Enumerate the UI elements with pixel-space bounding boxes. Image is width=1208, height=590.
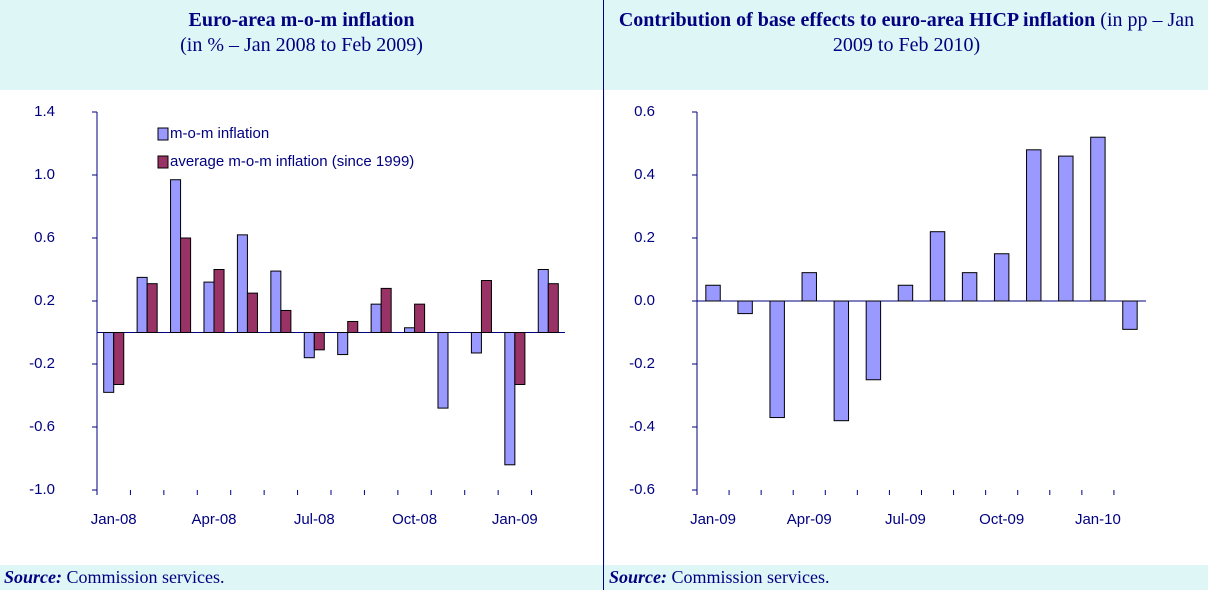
bar bbox=[303, 332, 315, 359]
bar bbox=[961, 272, 978, 302]
bar bbox=[897, 284, 914, 302]
bar bbox=[136, 276, 148, 333]
source-text: Commission services. bbox=[671, 567, 830, 587]
x-tick-label: Jan-09 bbox=[492, 511, 538, 528]
y-tick-label: -1.0 bbox=[29, 481, 55, 498]
bar bbox=[929, 231, 946, 302]
x-tick-label: Oct-08 bbox=[392, 511, 437, 528]
bar bbox=[270, 270, 282, 333]
x-tick-label: Jan-09 bbox=[690, 511, 736, 528]
y-tick-label: 1.0 bbox=[34, 166, 55, 183]
y-tick-label: 0.6 bbox=[634, 103, 655, 120]
bar bbox=[203, 281, 215, 334]
bar bbox=[404, 327, 416, 333]
x-tick-label: Jan-08 bbox=[91, 511, 137, 528]
x-tick-label: Jul-08 bbox=[294, 511, 335, 528]
chart: -0.6 -0.4 -0.2 0.0 0.2 0.4 0.6 Jan-09 Apr-09 Jul-… bbox=[605, 90, 1208, 565]
source-label: Source: bbox=[609, 567, 667, 587]
bar bbox=[537, 269, 549, 333]
bar bbox=[146, 283, 158, 334]
bar bbox=[801, 272, 817, 302]
bar bbox=[380, 287, 392, 333]
y-tick-label: -0.4 bbox=[629, 418, 655, 435]
chart: -1.0 -0.6 -0.2 0.2 0.6 1.0 1.4 Jan-08 Apr-08 Jul-… bbox=[0, 90, 603, 565]
bar bbox=[514, 332, 526, 385]
bar bbox=[865, 300, 882, 381]
chart-title: Euro-area m-o-m inflation bbox=[188, 9, 415, 31]
bar bbox=[1026, 149, 1042, 302]
y-tick-label: -0.6 bbox=[629, 481, 655, 498]
bar bbox=[1090, 136, 1106, 302]
bar bbox=[547, 283, 559, 334]
legend-swatch bbox=[157, 127, 169, 141]
chart-title: Contribution of base effects to euro-are… bbox=[618, 9, 1096, 31]
bar bbox=[347, 320, 359, 334]
y-tick-label: 0.6 bbox=[34, 229, 55, 246]
y-tick-label: 0.0 bbox=[634, 292, 655, 309]
subtitle: (in pp – Jan 2009 to Feb 2010) bbox=[832, 9, 1195, 56]
legend-label: m-o-m inflation bbox=[170, 125, 269, 142]
y-tick-label: -0.2 bbox=[629, 355, 655, 372]
bar bbox=[246, 292, 258, 333]
x-tick-label: Jul-09 bbox=[885, 511, 926, 528]
bar bbox=[313, 332, 325, 351]
bar bbox=[705, 284, 721, 302]
source-text: Commission services. bbox=[66, 567, 225, 587]
title-block: Contribution of base effects to euro-are… bbox=[615, 8, 1198, 58]
bar bbox=[504, 332, 516, 466]
bar bbox=[1122, 300, 1138, 330]
legend-label: average m-o-m inflation (since 1999) bbox=[170, 153, 414, 170]
bar bbox=[437, 332, 449, 409]
x-tick-label: Apr-08 bbox=[191, 511, 236, 528]
bar bbox=[769, 300, 785, 419]
x-tick-label: Apr-09 bbox=[787, 511, 832, 528]
y-tick-label: -0.2 bbox=[29, 355, 55, 372]
bar bbox=[213, 269, 225, 333]
source: Source: Commission services. bbox=[609, 567, 830, 588]
panel: Euro-area m-o-m inflation (in % – Jan 200… bbox=[0, 0, 603, 590]
divider bbox=[603, 0, 604, 590]
bar bbox=[113, 332, 125, 385]
legend-swatch bbox=[157, 155, 169, 169]
bar bbox=[280, 309, 292, 333]
bar bbox=[833, 300, 850, 422]
subtitle: (in % – Jan 2008 to Feb 2009) bbox=[180, 34, 423, 56]
bar bbox=[180, 237, 192, 333]
bar bbox=[170, 179, 182, 333]
bar bbox=[480, 280, 492, 333]
source-label: Source: bbox=[4, 567, 62, 587]
bar bbox=[470, 332, 482, 354]
bar bbox=[103, 332, 115, 393]
bar bbox=[236, 234, 248, 334]
bar bbox=[737, 300, 753, 315]
y-tick-label: 0.2 bbox=[34, 292, 55, 309]
bar bbox=[414, 303, 426, 333]
source: Source: Commission services. bbox=[4, 567, 225, 588]
bar bbox=[337, 332, 349, 356]
panel: Contribution of base effects to euro-are… bbox=[605, 0, 1208, 590]
y-tick-label: 0.2 bbox=[634, 229, 655, 246]
y-tick-label: -0.6 bbox=[29, 418, 55, 435]
x-tick-label: Oct-09 bbox=[979, 511, 1024, 528]
bar bbox=[993, 253, 1010, 302]
bar bbox=[370, 303, 382, 333]
y-tick-label: 0.4 bbox=[634, 166, 655, 183]
y-tick-label: 1.4 bbox=[34, 103, 55, 120]
x-tick-label: Jan-10 bbox=[1075, 511, 1121, 528]
title-block: Euro-area m-o-m inflation (in % – Jan 200… bbox=[20, 8, 583, 58]
bar bbox=[1058, 155, 1074, 302]
